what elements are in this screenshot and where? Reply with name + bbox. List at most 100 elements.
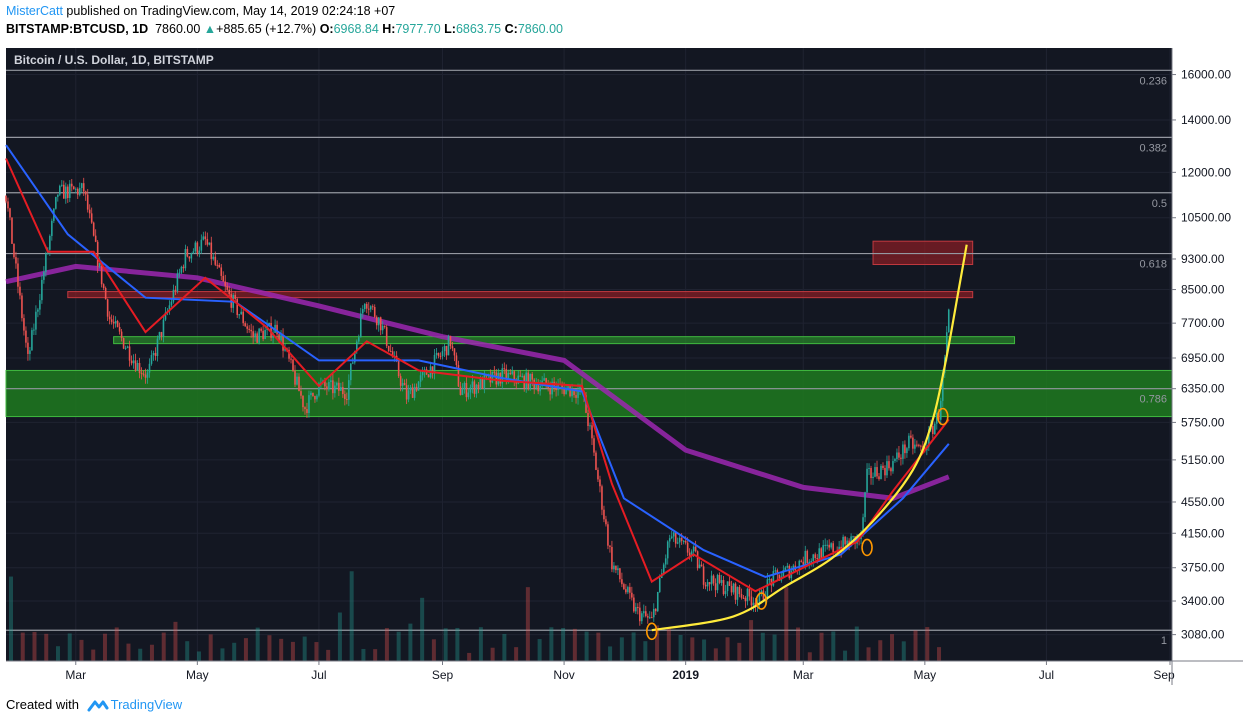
- author-link[interactable]: MisterCatt: [6, 4, 63, 18]
- candle-body: [577, 389, 579, 398]
- candle-body: [611, 546, 613, 570]
- volume-bar: [408, 623, 413, 661]
- candle-body: [246, 326, 248, 329]
- up-arrow-icon: ▲: [203, 22, 217, 36]
- candle-body: [680, 537, 683, 541]
- candle-body: [800, 560, 803, 562]
- candle-body: [134, 360, 137, 371]
- low-label: L:: [444, 22, 456, 36]
- candle-body: [136, 362, 139, 371]
- candle-body: [567, 386, 569, 389]
- candle-body: [880, 465, 882, 480]
- candle-body: [228, 289, 231, 295]
- volume-bar: [866, 647, 871, 661]
- candle-body: [826, 544, 828, 546]
- volume-bar: [702, 639, 707, 661]
- candle-body: [635, 607, 637, 612]
- candle-body: [744, 597, 747, 602]
- candle-body: [483, 375, 486, 389]
- candle-body: [798, 560, 801, 571]
- candle-body: [11, 217, 13, 244]
- candle-body: [545, 378, 547, 385]
- candle-body: [397, 361, 400, 377]
- candle-body: [144, 374, 147, 378]
- volume-bar: [173, 621, 178, 661]
- candle-body: [736, 587, 739, 600]
- candle-body: [186, 249, 189, 257]
- volume-bar: [619, 637, 624, 661]
- volume-bar: [737, 642, 742, 661]
- candle-body: [373, 307, 376, 317]
- time-axis[interactable]: Mar May Jul Sep Nov 2019 Mar May Jul Sep: [65, 661, 1175, 682]
- candle-body: [511, 371, 514, 374]
- candle-body: [656, 591, 659, 612]
- candle-body: [896, 452, 898, 460]
- candle-body: [210, 242, 213, 259]
- candle-body: [846, 540, 848, 545]
- candle-body: [525, 372, 528, 389]
- candle-body: [686, 542, 689, 553]
- candle-body: [768, 579, 771, 581]
- y-tick-label: 3080.00: [1181, 628, 1225, 642]
- candle-body: [45, 253, 47, 272]
- volume-bar: [796, 627, 801, 661]
- y-tick-label: 9300.00: [1181, 252, 1225, 266]
- candle-body: [597, 469, 599, 480]
- change-value: +885.65 (+12.7%): [216, 22, 317, 36]
- candle-body: [627, 587, 629, 593]
- candle-body: [158, 332, 161, 339]
- drawings-layer: [645, 244, 968, 641]
- price-axis[interactable]: 16000.00 14000.00 12000.00 10500.00 9300.00 8…: [1172, 68, 1231, 642]
- volume-bar: [443, 628, 448, 661]
- candle-body: [176, 273, 179, 292]
- candle-body: [561, 384, 563, 388]
- price-chart[interactable]: 0.236 0.382 0.5 0.618 0.786 1 Bitcoin / U.S. …: [0, 44, 1243, 689]
- high-value: 7977.70: [395, 22, 441, 36]
- candle-body: [633, 597, 635, 612]
- candle-body: [938, 412, 940, 420]
- candle-body: [9, 208, 11, 218]
- marker-circle: [755, 592, 768, 610]
- candle-body: [734, 583, 737, 600]
- candle-body: [573, 388, 575, 396]
- candle-body: [908, 435, 910, 449]
- candle-body: [184, 249, 187, 269]
- candle-body: [684, 540, 687, 543]
- candle-body: [208, 242, 211, 245]
- candle-body: [59, 185, 61, 195]
- volume-bar: [9, 576, 13, 661]
- candle-body: [914, 444, 916, 449]
- x-tick-label: May: [914, 668, 937, 682]
- candle-body: [676, 542, 679, 544]
- candle-body: [96, 241, 99, 267]
- candle-body: [413, 386, 416, 398]
- candle-body: [359, 313, 362, 338]
- tradingview-link[interactable]: TradingView: [110, 697, 183, 712]
- candle-body: [437, 352, 440, 356]
- candle-body: [220, 267, 223, 276]
- y-tick-label: 16000.00: [1181, 68, 1231, 82]
- candle-body: [148, 363, 151, 373]
- candle-body: [832, 543, 834, 552]
- candle-body: [688, 552, 691, 556]
- candle-body: [698, 564, 701, 569]
- candle-body: [658, 577, 661, 592]
- volume-bar: [337, 612, 342, 661]
- candle-body: [332, 380, 334, 394]
- candle-body: [507, 373, 510, 380]
- candle-body: [80, 183, 83, 189]
- candle-body: [493, 371, 496, 373]
- candle-body: [810, 561, 813, 563]
- candle-body: [102, 284, 105, 288]
- volume-bar: [232, 642, 237, 661]
- candle-body: [648, 617, 651, 619]
- candle-body: [5, 195, 7, 202]
- candle-body: [55, 196, 57, 209]
- volume-bar: [890, 634, 895, 661]
- candle-body: [242, 311, 244, 324]
- candle-body: [308, 395, 310, 414]
- candle-body: [150, 355, 153, 364]
- candle-body: [672, 532, 675, 537]
- candle-body: [326, 386, 328, 390]
- candle-body: [387, 345, 390, 351]
